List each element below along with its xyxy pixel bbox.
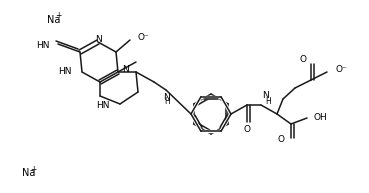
Text: H: H [265, 96, 271, 106]
Text: N: N [94, 36, 101, 45]
Text: Na: Na [47, 15, 61, 25]
Text: O⁻: O⁻ [335, 65, 347, 74]
Text: Na: Na [22, 168, 35, 178]
Text: O: O [278, 135, 285, 144]
Text: O: O [300, 56, 307, 64]
Text: HN: HN [37, 41, 50, 49]
Text: OH: OH [313, 113, 327, 123]
Text: N: N [163, 92, 170, 102]
Text: N: N [122, 65, 129, 74]
Text: +: + [30, 164, 36, 174]
Text: O⁻: O⁻ [138, 34, 150, 42]
Text: HN: HN [59, 68, 72, 76]
Text: N: N [262, 91, 269, 100]
Text: O: O [244, 124, 251, 134]
Text: H: H [164, 97, 170, 107]
Text: +: + [55, 12, 61, 20]
Text: HN: HN [97, 102, 110, 111]
